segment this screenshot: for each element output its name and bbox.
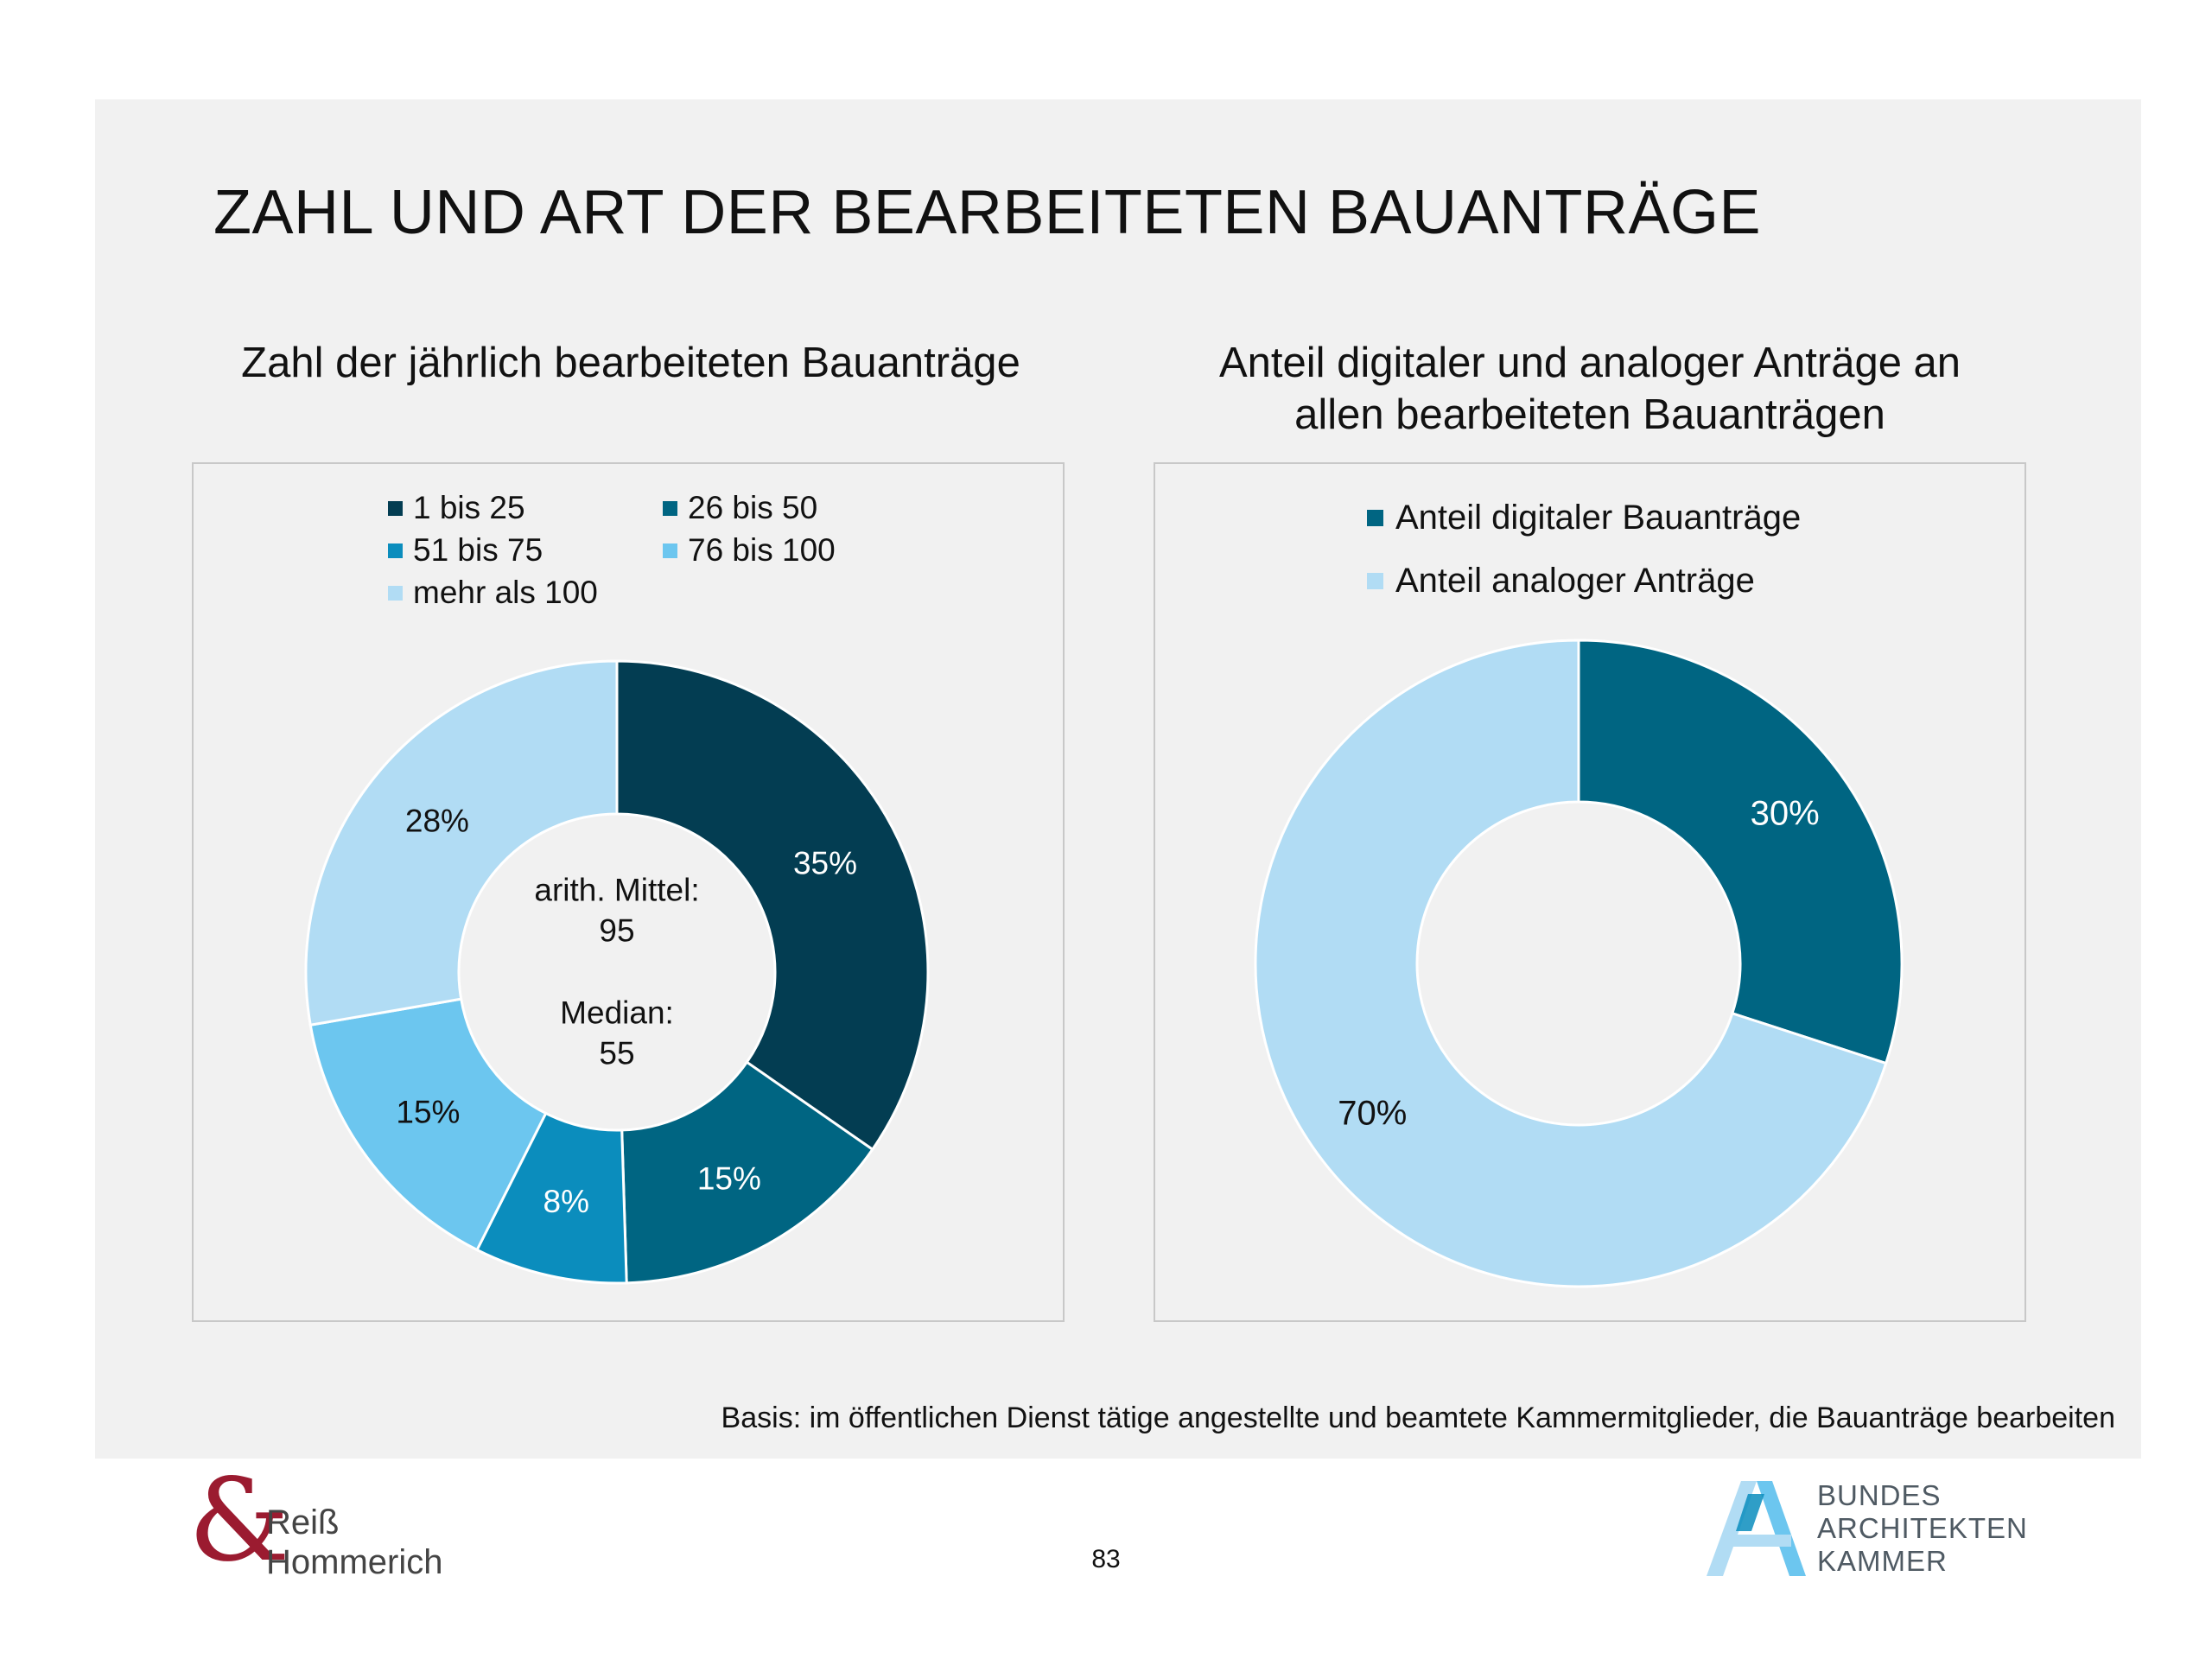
left-donut-chart: 35% 15% 8% 15% 28% arith. Mittel: 95 Median: 55 bbox=[304, 659, 930, 1285]
median-value: 55 bbox=[599, 1036, 634, 1071]
legend-item-76-bis-100: 76 bis 100 bbox=[663, 532, 836, 569]
left-donut-slice-5 bbox=[304, 659, 619, 1027]
legend-swatch bbox=[1367, 573, 1383, 589]
legend-item-26-bis-50: 26 bis 50 bbox=[663, 490, 817, 526]
mean-value: 95 bbox=[599, 913, 634, 949]
logo-text-line-2: Hommerich bbox=[266, 1543, 443, 1581]
right-chart-title: Anteil digitaler und analoger Anträge an… bbox=[1154, 337, 2026, 441]
right-donut-data-label-2: 70% bbox=[1338, 1094, 1407, 1132]
legend-label: 51 bis 75 bbox=[413, 532, 543, 568]
left-donut-data-label-2: 15% bbox=[697, 1161, 761, 1197]
legend-swatch bbox=[388, 543, 403, 558]
bundesarchitektenkammer-logo: BUNDES ARCHITEKTEN KAMMER bbox=[1707, 1479, 2052, 1583]
logo-wordmark: BUNDES ARCHITEKTEN KAMMER bbox=[1817, 1479, 2028, 1578]
right-donut-slice-1 bbox=[1577, 639, 1904, 1065]
legend-item-digital: Anteil digitaler Bauanträge bbox=[1367, 499, 1801, 537]
legend-label: mehr als 100 bbox=[413, 575, 598, 610]
reiss-hommerich-logo: & Reiß Hommerich bbox=[188, 1464, 465, 1583]
logo-wordmark-line-1: BUNDES bbox=[1817, 1479, 1942, 1511]
logo-wordmark-line-3: KAMMER bbox=[1817, 1545, 1948, 1577]
architect-a-logo-icon bbox=[1707, 1481, 1806, 1576]
legend-swatch bbox=[1367, 510, 1383, 526]
footnote: Basis: im öffentlichen Dienst tätige ang… bbox=[721, 1402, 2115, 1434]
left-donut-slice-1 bbox=[615, 659, 930, 1152]
legend-swatch bbox=[663, 543, 677, 558]
legend-item-51-bis-75: 51 bis 75 bbox=[388, 532, 543, 569]
logo-wordmark-line-2: ARCHITEKTEN bbox=[1817, 1512, 2028, 1544]
left-donut-data-label-1: 35% bbox=[793, 845, 857, 880]
legend-item-analog: Anteil analoger Anträge bbox=[1367, 562, 1755, 601]
right-chart-title-line-2: allen bearbeiteten Bauanträgen bbox=[1294, 391, 1885, 438]
left-donut-data-label-4: 15% bbox=[396, 1094, 460, 1129]
median-label: Median: bbox=[560, 995, 674, 1031]
right-donut-data-label-1: 30% bbox=[1751, 795, 1820, 833]
legend-label: 26 bis 50 bbox=[688, 490, 818, 525]
page-title: ZAHL UND ART DER BEARBEITETEN BAUANTRÄGE bbox=[213, 178, 1762, 247]
left-chart: 1 bis 25 26 bis 50 51 bis 75 76 bis 100 … bbox=[192, 462, 1065, 1322]
right-chart: Anteil digitaler Bauanträge Anteil analo… bbox=[1154, 462, 2026, 1322]
legend-swatch bbox=[663, 500, 677, 516]
left-donut-slice-2 bbox=[620, 1060, 874, 1285]
right-chart-title-line-1: Anteil digitaler und analoger Anträge an bbox=[1218, 340, 1961, 386]
left-chart-title: Zahl der jährlich bearbeiteten Bauanträg… bbox=[241, 340, 1020, 386]
legend-label: 1 bis 25 bbox=[413, 490, 525, 525]
mean-label: arith. Mittel: bbox=[534, 873, 699, 908]
logo-text-line-1: Reiß bbox=[266, 1503, 340, 1541]
legend-swatch bbox=[388, 585, 403, 601]
legend-label: Anteil analoger Anträge bbox=[1395, 562, 1755, 600]
ampersand-logo-icon: & bbox=[188, 1454, 290, 1587]
legend-item-mehr-als-100: mehr als 100 bbox=[388, 575, 598, 611]
legend-item-1-bis-25: 1 bis 25 bbox=[388, 490, 525, 526]
page-number: 83 bbox=[1091, 1545, 1121, 1573]
right-donut-slice-2 bbox=[1254, 639, 1888, 1288]
right-donut-chart: 30% 70% bbox=[1254, 639, 1904, 1288]
left-donut-data-label-5: 28% bbox=[405, 803, 469, 838]
left-donut-slice-4 bbox=[308, 997, 548, 1252]
legend-label: Anteil digitaler Bauanträge bbox=[1395, 499, 1802, 537]
legend-swatch bbox=[388, 500, 403, 516]
left-donut-data-label-3: 8% bbox=[543, 1184, 589, 1219]
legend-label: 76 bis 100 bbox=[688, 532, 836, 568]
